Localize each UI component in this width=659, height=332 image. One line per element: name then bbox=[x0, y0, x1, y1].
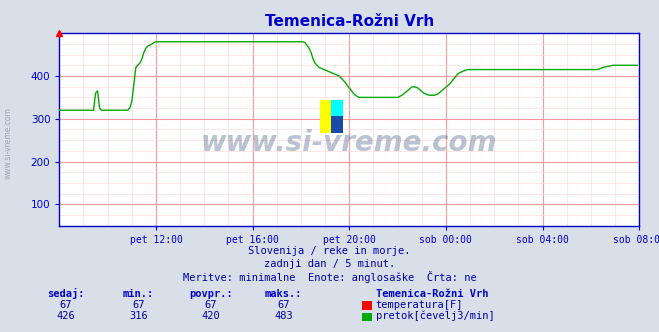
Text: min.:: min.: bbox=[123, 289, 154, 299]
Text: www.si-vreme.com: www.si-vreme.com bbox=[3, 107, 13, 179]
Text: 420: 420 bbox=[202, 311, 220, 321]
Title: Temenica-Rožni Vrh: Temenica-Rožni Vrh bbox=[265, 14, 434, 29]
Text: 67: 67 bbox=[277, 300, 289, 310]
Text: pretok[čevelj3/min]: pretok[čevelj3/min] bbox=[376, 311, 494, 321]
Text: temperatura[F]: temperatura[F] bbox=[376, 300, 463, 310]
Text: www.si-vreme.com: www.si-vreme.com bbox=[201, 129, 498, 157]
Text: Slovenija / reke in morje.: Slovenija / reke in morje. bbox=[248, 246, 411, 256]
Text: povpr.:: povpr.: bbox=[189, 289, 233, 299]
Text: 67: 67 bbox=[60, 300, 72, 310]
Text: 426: 426 bbox=[57, 311, 75, 321]
Text: sedaj:: sedaj: bbox=[47, 288, 84, 299]
Text: 67: 67 bbox=[132, 300, 144, 310]
Text: zadnji dan / 5 minut.: zadnji dan / 5 minut. bbox=[264, 259, 395, 269]
Text: Meritve: minimalne  Enote: anglosaške  Črta: ne: Meritve: minimalne Enote: anglosaške Črt… bbox=[183, 271, 476, 283]
Text: 483: 483 bbox=[274, 311, 293, 321]
Text: 316: 316 bbox=[129, 311, 148, 321]
Text: Temenica-Rožni Vrh: Temenica-Rožni Vrh bbox=[376, 289, 488, 299]
Text: maks.:: maks.: bbox=[265, 289, 302, 299]
Text: 67: 67 bbox=[205, 300, 217, 310]
